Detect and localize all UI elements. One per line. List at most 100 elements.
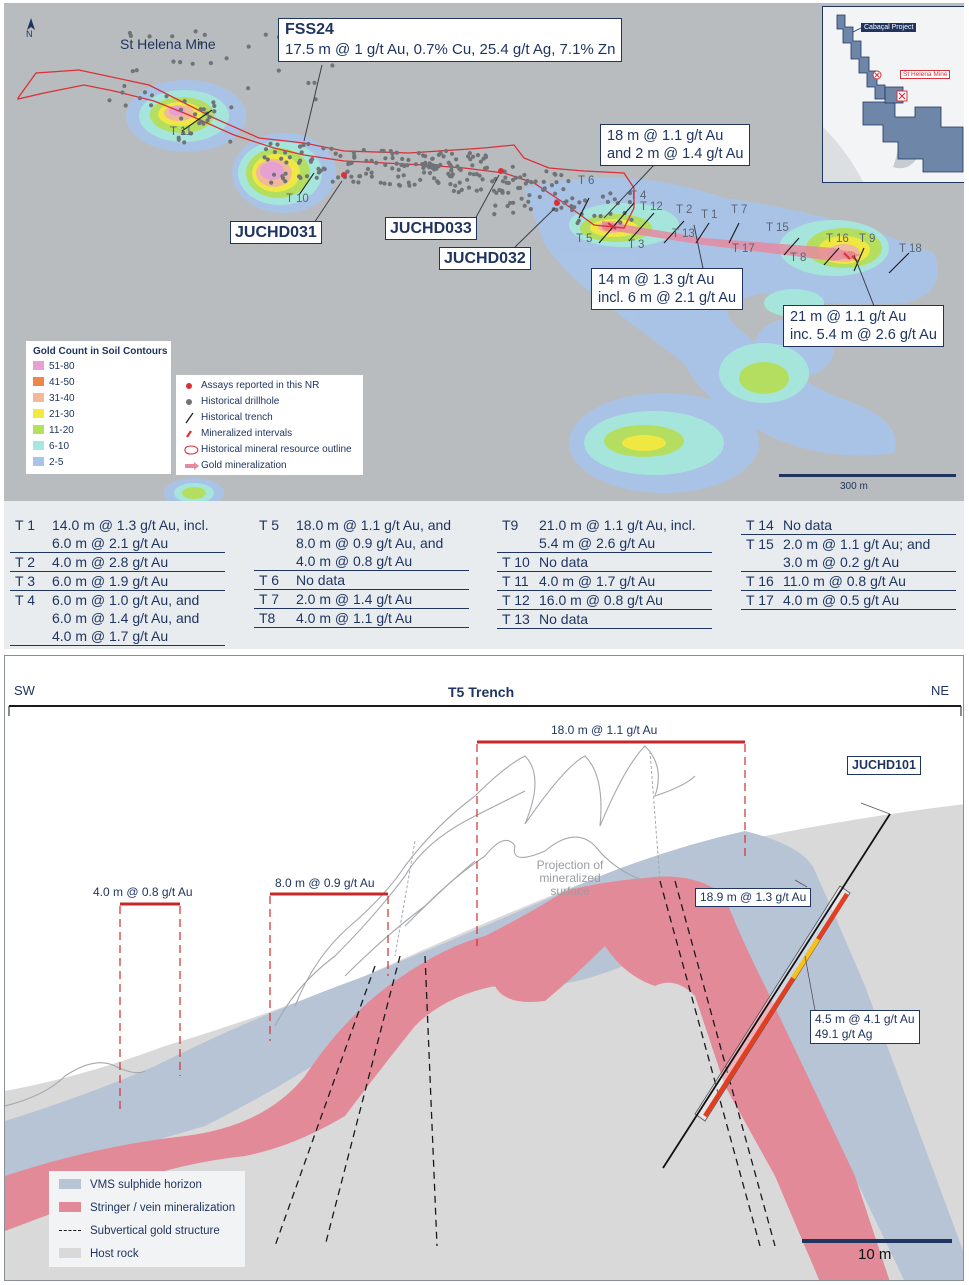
- drillhole-dot: [608, 191, 613, 196]
- drillhole-dot: [505, 203, 510, 209]
- callout-t5: 18 m @ 1.1 g/t Au and 2 m @ 1.4 g/t Au: [600, 124, 751, 166]
- table-row: T 11 4.0 m @ 1.7 g/t Au: [497, 572, 712, 591]
- table-row: T 5 18.0 m @ 1.1 g/t Au, and 8.0 m @ 0.9 …: [254, 516, 469, 571]
- drillhole-dot: [171, 59, 176, 64]
- drillhole-dot: [432, 176, 437, 181]
- historical-drillholes: [107, 29, 634, 226]
- section-legend-item: Subvertical gold structure: [59, 1225, 220, 1237]
- table-column: T 14 No data T 15 2.0 m @ 1.1 g/t Au; and …: [741, 516, 956, 610]
- fss24-callout: FSS24 17.5 m @ 1 g/t Au, 0.7% Cu, 25.4 g…: [278, 18, 623, 62]
- drillhole-dot: [265, 157, 270, 162]
- trench-label: T 7: [731, 204, 748, 216]
- drillhole-dot: [170, 34, 175, 39]
- drillhole-dot: [561, 187, 566, 192]
- drillhole-dot: [202, 32, 207, 37]
- drillhole-dot: [345, 169, 350, 174]
- drillhole-dot: [390, 155, 395, 161]
- drillhole-dot: [427, 161, 432, 166]
- drillhole-dot: [181, 130, 186, 136]
- pink-arrow-icon: [185, 462, 199, 470]
- swatch-icon: [59, 1179, 81, 1189]
- table-row: T9 21.0 m @ 1.1 g/t Au, incl. 5.4 m @ 2.6…: [497, 516, 712, 553]
- drillhole-dot: [306, 80, 311, 86]
- drillhole-dot: [427, 165, 432, 170]
- symbol-legend: Assays reported in this NR Historical dr…: [176, 375, 363, 475]
- trench-label: T 11: [170, 126, 192, 138]
- drillhole-dot: [134, 68, 139, 73]
- trench-label: T 1: [701, 209, 718, 221]
- drillhole-dot: [381, 148, 386, 154]
- soil-legend-item: 41-50: [33, 377, 75, 389]
- drillhole-dot: [559, 205, 564, 210]
- drillhole-dot: [390, 166, 395, 171]
- inset-location-map: Cabaçal Project St Helena Mine: [822, 6, 964, 183]
- drillhole-dot: [592, 213, 597, 218]
- table-row: T 10 No data: [497, 553, 712, 572]
- black-line-icon: [185, 412, 194, 424]
- drillhole-dot: [618, 220, 623, 225]
- drillhole-dot: [276, 68, 281, 73]
- section-legend-item: VMS sulphide horizon: [59, 1179, 202, 1191]
- drillhole-dot: [506, 190, 511, 195]
- trench-results-table: T 1 14.0 m @ 1.3 g/t Au, incl. 6.0 m @ 2.…: [4, 501, 964, 649]
- drillhole-dot: [269, 180, 274, 185]
- drillhole-dot: [499, 188, 504, 193]
- drillhole-dot: [387, 182, 392, 187]
- drillhole-label-juchd033: JUCHD033: [385, 217, 477, 240]
- drillhole-dot: [430, 156, 435, 161]
- drillhole-dot: [346, 161, 351, 167]
- drillhole-dot: [137, 96, 143, 101]
- map-scale-label: 300 m: [840, 481, 868, 492]
- drillhole-dot: [201, 121, 206, 126]
- drillhole-dot: [304, 174, 310, 179]
- dashed-line-icon: [59, 1230, 81, 1231]
- symbol-legend-item: Gold mineralization: [184, 460, 364, 472]
- geology-map: N St Helena Mine FSS24 17.5 m @ 1 g/t Au…: [4, 3, 964, 501]
- interval-label: 18.0 m @ 1.1 g/t Au: [551, 723, 658, 737]
- swatch-icon: [33, 441, 44, 450]
- drillhole-dot: [416, 151, 421, 156]
- drillhole-dot: [263, 147, 269, 152]
- drillhole-dot: [449, 151, 455, 156]
- soil-legend-item: 51-80: [33, 361, 75, 373]
- swatch-icon: [33, 457, 44, 466]
- soil-legend-item: 11-20: [33, 425, 74, 437]
- drillhole-dot: [193, 112, 198, 117]
- drillhole-dot: [351, 179, 356, 184]
- soil-legend-title: Gold Count in Soil Contours: [33, 346, 168, 357]
- drillhole-dot: [406, 157, 411, 163]
- cross-section: SW NE T5 Trench 4.0 m @ 0.8 g/t Au 8.0 m…: [4, 655, 964, 1281]
- soil-contour-legend: Gold Count in Soil Contours 51-80 41-50 …: [26, 341, 171, 474]
- section-legend-item: Stringer / vein mineralization: [59, 1202, 235, 1214]
- drillhole-dot: [228, 139, 233, 144]
- drillhole-dot: [383, 156, 388, 161]
- drillhole-dot: [511, 177, 516, 182]
- drillhole-dot: [554, 207, 559, 212]
- drillhole-dot: [478, 187, 484, 192]
- drillhole-dot: [612, 197, 617, 202]
- drillhole-dot: [351, 150, 356, 155]
- drillhole-dot: [511, 210, 516, 215]
- trench-label: T 16: [826, 233, 849, 245]
- drillhole-dot: [471, 154, 476, 159]
- subvertical-gold-structures: [274, 880, 776, 1247]
- drillhole-dot: [553, 172, 558, 177]
- projection-label: Projection of mineralized surface: [536, 858, 604, 898]
- drillhole-dot: [467, 171, 473, 176]
- drillhole-dot: [577, 200, 582, 205]
- trench-label: T 4: [630, 190, 647, 202]
- table-row: T 14 No data: [741, 516, 956, 535]
- interval-label: 4.0 m @ 0.8 g/t Au: [93, 885, 193, 899]
- interval-label: 8.0 m @ 0.9 g/t Au: [275, 876, 375, 890]
- drillhole-dot: [423, 160, 428, 165]
- drillhole-dot: [549, 183, 555, 188]
- drillhole-dot: [484, 165, 490, 170]
- drillhole-dot: [308, 159, 314, 164]
- drillhole-dot: [480, 177, 485, 182]
- drillhole-dot: [224, 56, 229, 61]
- drillhole-dot: [198, 40, 203, 46]
- drillhole-dot: [490, 179, 495, 184]
- drillhole-dot: [542, 186, 547, 191]
- red-tick-icon: [186, 430, 192, 438]
- symbol-legend-item: Mineralized intervals: [184, 428, 364, 440]
